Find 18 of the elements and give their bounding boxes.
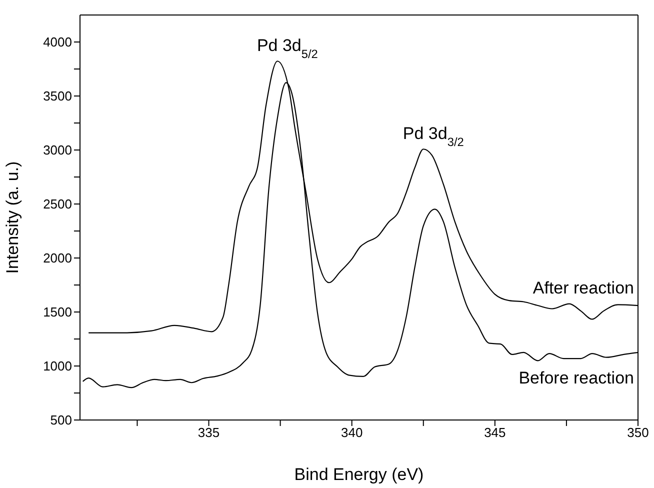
y-axis-title: Intensity (a. u.) — [3, 161, 22, 274]
x-axis-title: Bind Energy (eV) — [294, 465, 424, 484]
series-label: After reaction — [532, 278, 634, 298]
y-tick-label: 1500 — [43, 304, 72, 320]
y-tick-label: 1000 — [43, 358, 72, 374]
x-tick-label: 345 — [484, 425, 506, 440]
y-tick-label: 2000 — [43, 250, 72, 266]
x-tick-label: 340 — [340, 425, 363, 440]
annotation: Pd 3d$_{5/2}$ — [256, 36, 318, 62]
y-tick-label: 500 — [50, 412, 72, 428]
x-tick-label: 350 — [627, 425, 649, 440]
y-tick-label: 3500 — [43, 88, 72, 104]
y-tick-label: 3000 — [43, 142, 72, 158]
y-tick-label: 4000 — [43, 34, 72, 50]
x-tick-label: 335 — [198, 425, 220, 440]
y-tick-label: 2500 — [43, 196, 72, 212]
series-label: Before reaction — [518, 368, 634, 388]
annotation: Pd 3d$_{3/2}$ — [402, 124, 464, 150]
